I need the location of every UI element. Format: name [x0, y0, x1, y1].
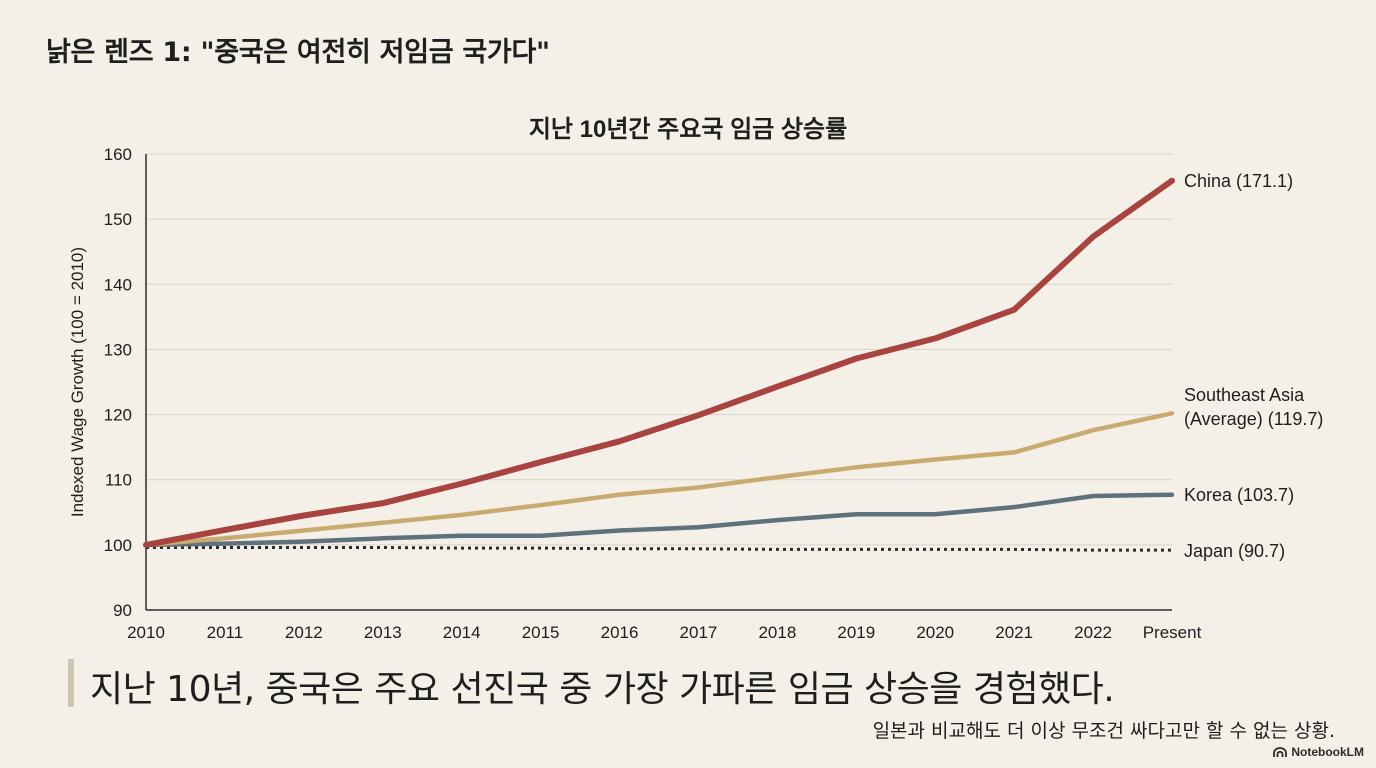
headline: 지난 10년, 중국은 주요 선진국 중 가장 가파른 임금 상승을 경험했다.: [90, 669, 1115, 710]
series-label-southeast-asia-line-2: (Average) (119.7): [1184, 409, 1323, 429]
x-tick-2014: 2014: [443, 623, 481, 642]
series-line-korea: [143, 492, 1175, 548]
x-tick-2010: 2010: [127, 623, 165, 642]
x-tick-labels: 2010 2011 2012 2013 2014 2015 2016 2017 2018 2019…: [127, 623, 1201, 642]
y-tick-150: 150: [104, 210, 132, 229]
grid-lines: [146, 153, 1172, 546]
x-tick-2012: 2012: [285, 623, 323, 642]
y-axis-label: Indexed Wage Growth (100 = 2010): [68, 247, 87, 517]
x-tick-2020: 2020: [916, 623, 954, 642]
series-line-southeast-asia: [143, 411, 1175, 548]
series-lines: [143, 177, 1175, 552]
page-title: 낡은 렌즈 1: "중국은 여전히 저임금 국가다": [46, 37, 550, 68]
subline: 일본과 비교해도 더 이상 무조건 싸다고만 할 수 없는 상황.: [872, 720, 1335, 742]
x-tick-2013: 2013: [364, 623, 402, 642]
series-line-japan: [146, 546, 1172, 552]
wage-growth-line-chart: 지난 10년간 주요국 임금 상승률 Indexed Wage Growth (…: [68, 116, 1323, 642]
x-tick-2016: 2016: [601, 623, 639, 642]
brand-badge: NotebookLM: [1273, 745, 1364, 759]
x-tick-2022: 2022: [1074, 623, 1112, 642]
axes: [145, 154, 1172, 611]
y-tick-90: 90: [113, 601, 132, 620]
series-end-labels: China (171.1) Southeast Asia (Average) (11…: [1184, 171, 1323, 561]
chart-title: 지난 10년간 주요국 임금 상승률: [529, 116, 847, 143]
x-tick-2011: 2011: [207, 623, 244, 642]
y-tick-160: 160: [104, 145, 132, 164]
headline-accent-bar: [68, 659, 74, 707]
series-line-china: [143, 177, 1175, 548]
x-tick-2015: 2015: [522, 623, 560, 642]
brand-name: NotebookLM: [1291, 745, 1364, 759]
notebooklm-logo-icon: [1273, 746, 1288, 757]
y-tick-120: 120: [104, 406, 132, 425]
x-tick-2019: 2019: [837, 623, 875, 642]
series-label-southeast-asia-line-1: Southeast Asia: [1184, 385, 1305, 405]
x-tick-2017: 2017: [680, 623, 718, 642]
y-tick-100: 100: [104, 536, 132, 555]
series-label-korea: Korea (103.7): [1184, 485, 1294, 505]
x-tick-2018: 2018: [758, 623, 796, 642]
y-tick-130: 130: [104, 340, 132, 359]
x-tick-2021: 2021: [995, 623, 1033, 642]
y-tick-110: 110: [105, 471, 132, 490]
series-label-china: China (171.1): [1184, 171, 1293, 191]
series-label-japan: Japan (90.7): [1184, 541, 1285, 561]
y-tick-140: 140: [104, 275, 132, 294]
y-tick-labels: 90 100 110 120 130 140 150 160: [104, 145, 132, 620]
x-tick-Present: Present: [1143, 623, 1202, 642]
